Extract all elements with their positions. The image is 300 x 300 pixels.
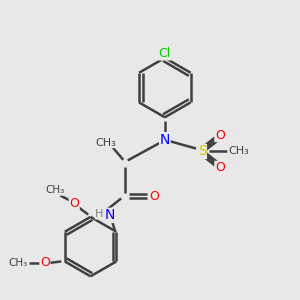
Text: S: S [198,145,206,158]
Text: O: O [215,161,225,174]
Text: O: O [215,129,225,142]
Text: O: O [40,256,50,269]
Text: CH₃: CH₃ [95,138,116,148]
Text: H: H [95,209,104,219]
Text: O: O [69,197,79,210]
Text: N: N [105,208,115,222]
Text: CH₃: CH₃ [8,258,28,268]
Text: CH₃: CH₃ [228,146,249,157]
Text: Cl: Cl [159,47,171,60]
Text: CH₃: CH₃ [46,185,65,195]
Text: O: O [149,190,159,202]
Text: N: N [160,133,170,147]
